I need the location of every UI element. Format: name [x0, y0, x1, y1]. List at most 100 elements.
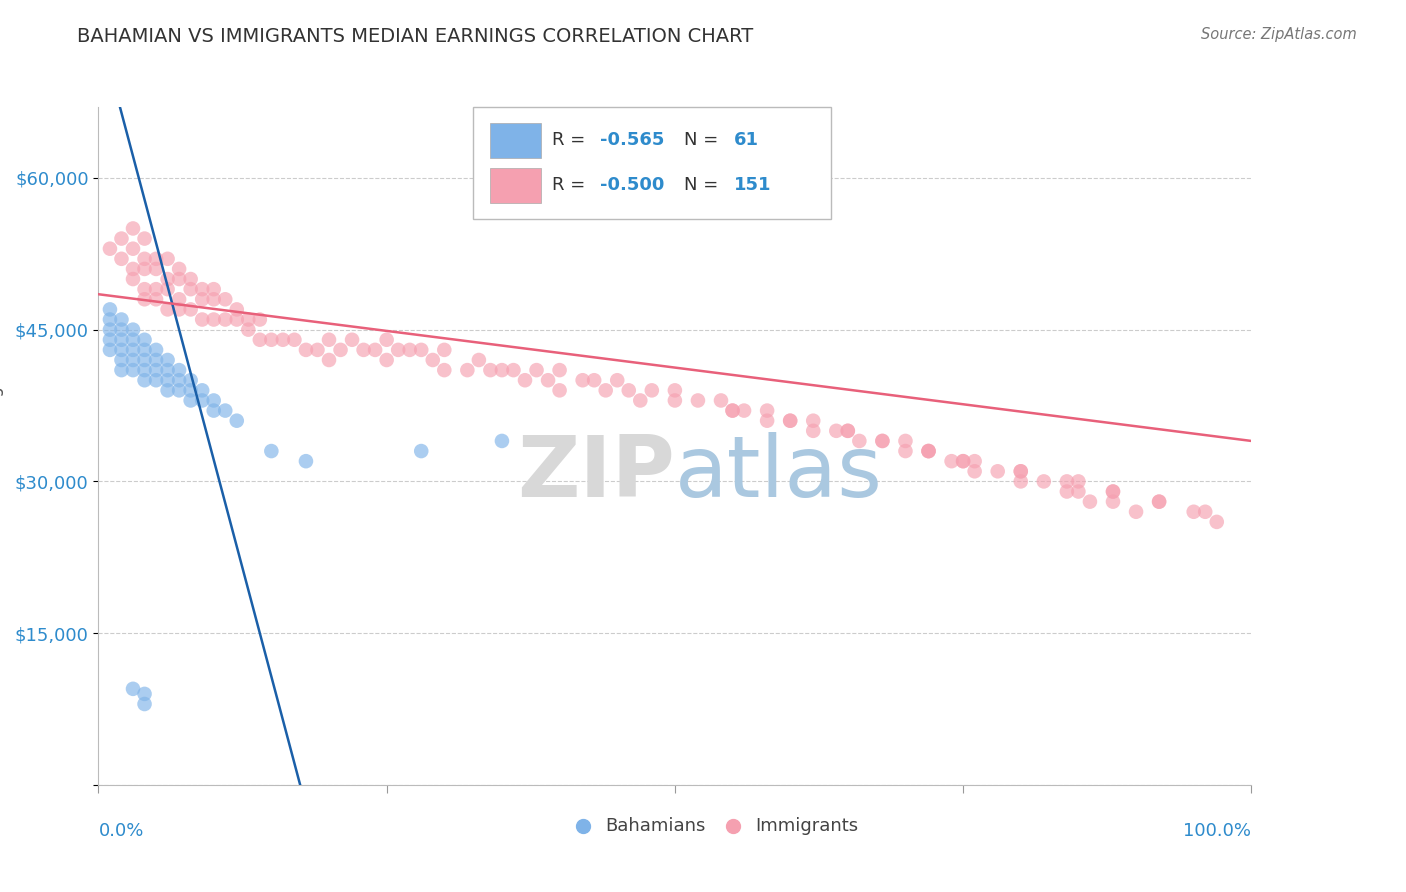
Point — [145, 373, 167, 387]
Point — [1182, 505, 1205, 519]
Point — [98, 302, 121, 317]
Point — [122, 353, 145, 368]
Point — [167, 373, 190, 387]
Point — [134, 687, 156, 701]
Point — [167, 261, 190, 276]
Point — [340, 333, 363, 347]
Point — [98, 333, 121, 347]
Point — [202, 312, 225, 326]
Point — [353, 343, 375, 357]
Point — [260, 333, 283, 347]
Point — [145, 363, 167, 377]
Point — [1205, 515, 1227, 529]
Point — [872, 434, 894, 448]
Point — [238, 312, 260, 326]
Point — [1147, 494, 1170, 508]
Point — [398, 343, 420, 357]
Point — [225, 302, 247, 317]
Point — [98, 323, 121, 337]
Point — [122, 272, 145, 286]
Point — [664, 384, 686, 398]
Point — [156, 373, 179, 387]
Point — [225, 312, 247, 326]
Point — [894, 434, 917, 448]
Point — [387, 343, 409, 357]
Point — [779, 414, 801, 428]
Point — [145, 293, 167, 307]
Point — [167, 272, 190, 286]
Point — [145, 261, 167, 276]
Point — [411, 444, 433, 458]
Y-axis label: Median Earnings: Median Earnings — [0, 377, 4, 515]
Point — [1102, 494, 1125, 508]
Point — [295, 454, 318, 468]
Point — [721, 403, 744, 417]
Point — [641, 384, 664, 398]
Point — [122, 333, 145, 347]
Point — [502, 363, 524, 377]
Point — [156, 252, 179, 266]
Point — [375, 333, 398, 347]
Point — [180, 393, 202, 408]
Point — [202, 282, 225, 296]
Point — [963, 464, 986, 478]
Text: ZIP: ZIP — [517, 432, 675, 515]
Text: 151: 151 — [734, 176, 770, 194]
Point — [202, 293, 225, 307]
Point — [122, 363, 145, 377]
Point — [571, 373, 593, 387]
Point — [1147, 494, 1170, 508]
Text: atlas: atlas — [675, 432, 883, 515]
Point — [837, 424, 859, 438]
Point — [364, 343, 387, 357]
Point — [110, 353, 132, 368]
Point — [537, 373, 560, 387]
Point — [433, 343, 456, 357]
Point — [145, 343, 167, 357]
Point — [1078, 494, 1101, 508]
Point — [122, 221, 145, 235]
FancyBboxPatch shape — [472, 107, 831, 219]
Point — [837, 424, 859, 438]
Point — [1102, 484, 1125, 499]
Point — [191, 384, 214, 398]
Text: 0.0%: 0.0% — [98, 822, 143, 840]
Text: BAHAMIAN VS IMMIGRANTS MEDIAN EARNINGS CORRELATION CHART: BAHAMIAN VS IMMIGRANTS MEDIAN EARNINGS C… — [77, 27, 754, 45]
Point — [191, 393, 214, 408]
Point — [1056, 475, 1078, 489]
Point — [134, 363, 156, 377]
Point — [145, 353, 167, 368]
Point — [225, 414, 247, 428]
Point — [156, 272, 179, 286]
Point — [156, 302, 179, 317]
Text: N =: N = — [685, 176, 724, 194]
Point — [721, 403, 744, 417]
Point — [191, 312, 214, 326]
Point — [145, 282, 167, 296]
Point — [513, 373, 536, 387]
Point — [145, 252, 167, 266]
Point — [110, 343, 132, 357]
Point — [295, 343, 318, 357]
Point — [548, 363, 571, 377]
Point — [134, 697, 156, 711]
Point — [583, 373, 606, 387]
Point — [1102, 484, 1125, 499]
Point — [1010, 464, 1032, 478]
Point — [202, 403, 225, 417]
Point — [894, 444, 917, 458]
Point — [214, 312, 236, 326]
Point — [733, 403, 755, 417]
Point — [191, 282, 214, 296]
Text: R =: R = — [551, 130, 591, 149]
Point — [917, 444, 939, 458]
Point — [98, 312, 121, 326]
Point — [134, 293, 156, 307]
Point — [156, 363, 179, 377]
Point — [191, 293, 214, 307]
Point — [134, 261, 156, 276]
Point — [433, 363, 456, 377]
Point — [1010, 464, 1032, 478]
Point — [1032, 475, 1054, 489]
Point — [202, 393, 225, 408]
